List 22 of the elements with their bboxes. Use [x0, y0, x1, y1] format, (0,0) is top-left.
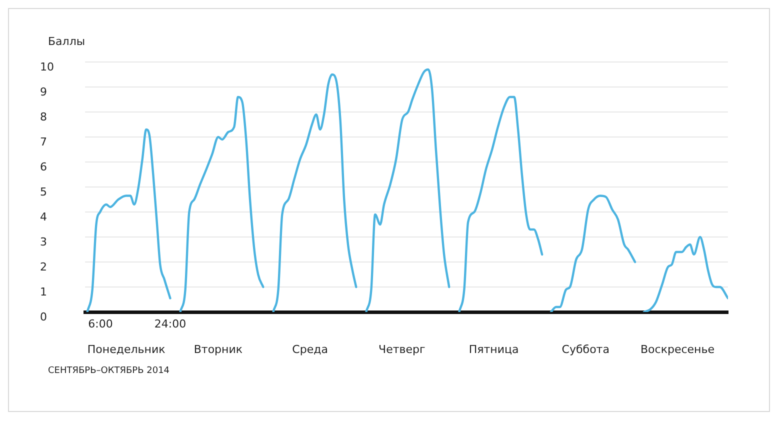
- y-tick-label: 8: [40, 110, 47, 124]
- y-tick-label: 0: [40, 310, 47, 324]
- text: СЕНТЯБРЬ–ОКТЯБРЬ 2014: [48, 366, 170, 376]
- text: Суббота: [562, 342, 610, 356]
- y-tick-label: 2: [40, 260, 47, 274]
- text: Воскресенье: [640, 342, 715, 356]
- y-tick-label: 3: [40, 235, 47, 248]
- x-tick-label: 24:00: [154, 317, 186, 330]
- y-tick-label: 6: [40, 160, 47, 174]
- x-tick-label: 6:00: [88, 317, 113, 330]
- y-axis-title: Баллы: [48, 34, 86, 48]
- y-tick-label: 5: [40, 185, 47, 198]
- text: Пятница: [468, 342, 519, 356]
- y-tick-label: 7: [40, 135, 47, 148]
- y-tick-label: 9: [40, 85, 47, 98]
- text: Среда: [292, 342, 328, 356]
- y-tick-label: 10: [40, 60, 54, 74]
- text: Вторник: [194, 342, 243, 356]
- text: Четверг: [378, 342, 426, 356]
- text: Понедельник: [87, 342, 166, 356]
- y-tick-label: 4: [40, 210, 47, 224]
- y-tick-label: 1: [40, 285, 47, 298]
